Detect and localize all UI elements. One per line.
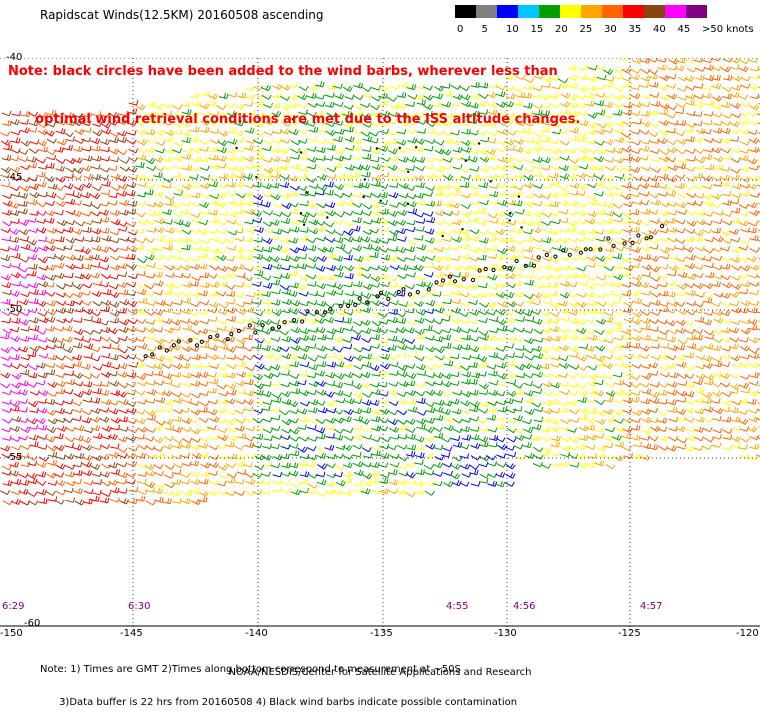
contamination-note: Note: black circles have been added to t… xyxy=(8,32,580,144)
lon-label: -135 xyxy=(370,628,393,639)
legend-tick-label: 20 xyxy=(555,24,568,35)
contamination-circles xyxy=(143,118,665,359)
legend-swatch xyxy=(455,5,476,18)
legend-tick-label: 30 xyxy=(604,24,617,35)
legend-tick-label: 35 xyxy=(629,24,642,35)
legend-swatch xyxy=(644,5,665,18)
footer-notes: Note: 1) Times are GMT 2)Times along bot… xyxy=(40,642,517,719)
legend-tick-label: 40 xyxy=(653,24,666,35)
time-label: 4:57 xyxy=(640,601,663,612)
lon-label: -140 xyxy=(245,628,268,639)
lat-label: -55 xyxy=(6,452,23,463)
legend-tick-label: >50 knots xyxy=(702,24,754,35)
legend-swatch xyxy=(476,5,497,18)
legend-swatch xyxy=(539,5,560,18)
wind-speed-legend: 0 5 10 15 20 25 30 35 40 45 >50 knots xyxy=(455,4,755,40)
footer-line-2: 3)Data buffer is 22 hrs from 20160508 4)… xyxy=(40,697,518,708)
time-label: 4:55 xyxy=(446,601,469,612)
note-line-2: optimal wind retrieval conditions are me… xyxy=(8,112,581,127)
graticule xyxy=(0,58,760,633)
legend-swatch xyxy=(518,5,539,18)
lon-label: -145 xyxy=(120,628,143,639)
lon-label: -120 xyxy=(736,628,759,639)
wind-barb-map xyxy=(0,58,760,633)
legend-tick-label: 25 xyxy=(580,24,593,35)
lat-label: -60 xyxy=(24,618,41,629)
lon-label: -125 xyxy=(618,628,641,639)
legend-swatch xyxy=(623,5,644,18)
legend-swatch xyxy=(686,5,707,18)
map-title: Rapidscat Winds(12.5KM) 20160508 ascendi… xyxy=(40,8,324,22)
legend-swatch xyxy=(665,5,686,18)
legend-swatch xyxy=(497,5,518,18)
legend-tick-label: 0 xyxy=(457,24,463,35)
legend-tick-label: 5 xyxy=(482,24,488,35)
legend-swatch xyxy=(581,5,602,18)
lon-label: -130 xyxy=(494,628,517,639)
legend-tick-label: 15 xyxy=(531,24,544,35)
legend-swatch xyxy=(560,5,581,18)
legend-tick-label: 45 xyxy=(678,24,691,35)
time-label: 6:30 xyxy=(128,601,151,612)
credit-line: NOAA/NESDIS/Center for Satellite Applica… xyxy=(228,667,532,678)
time-label: 4:56 xyxy=(513,601,536,612)
legend-swatch xyxy=(602,5,623,18)
lat-label: -50 xyxy=(6,304,23,315)
lat-label: -40 xyxy=(6,52,23,63)
legend-tick-label: 10 xyxy=(506,24,519,35)
lon-label: -150 xyxy=(0,628,23,639)
wind-barbs xyxy=(0,58,760,506)
legend-color-scale: 0 5 10 15 20 25 30 35 40 45 >50 knots xyxy=(455,5,754,35)
lat-label: -45 xyxy=(6,172,23,183)
footer-line-1: Note: 1) Times are GMT 2)Times along bot… xyxy=(40,664,461,675)
note-line-1: Note: black circles have been added to t… xyxy=(8,64,558,79)
time-label: 6:29 xyxy=(2,601,25,612)
